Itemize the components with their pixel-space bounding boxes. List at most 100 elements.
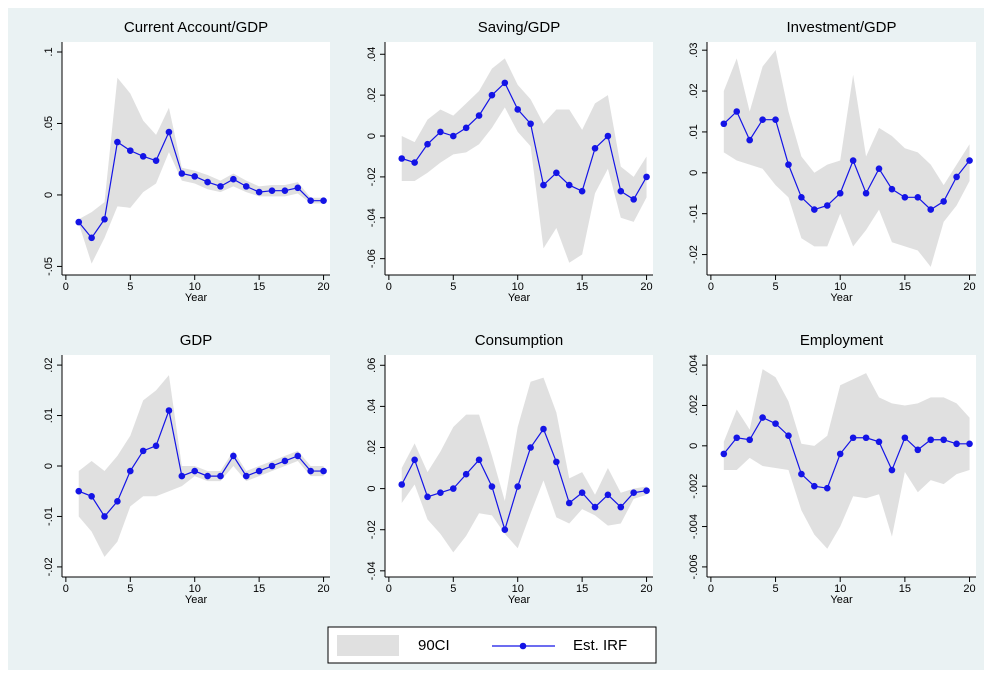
y-tick-label: -.006 — [688, 554, 700, 579]
irf-point — [811, 482, 818, 490]
irf-point — [411, 456, 418, 464]
ci-band — [78, 375, 324, 557]
irf-point — [875, 165, 883, 173]
irf-point — [165, 128, 173, 136]
irf-point — [501, 526, 509, 534]
irf-point — [488, 91, 496, 99]
irf-point — [514, 106, 522, 113]
y-tick-label: -.004 — [688, 514, 700, 539]
y-tick-label: .06 — [366, 358, 378, 373]
irf-point — [540, 425, 547, 433]
irf-point — [527, 120, 534, 128]
irf-point — [527, 444, 534, 451]
irf-point — [953, 440, 960, 448]
irf-point — [268, 462, 276, 470]
y-tick-label: .004 — [688, 354, 700, 375]
irf-point — [307, 467, 314, 475]
irf-point — [785, 161, 792, 168]
y-tick-label: -.02 — [43, 557, 55, 576]
irf-point — [720, 450, 728, 458]
irf-point — [772, 420, 779, 427]
x-tick-label: 10 — [512, 583, 524, 595]
y-tick-label: 0 — [366, 486, 378, 492]
irf-point — [565, 499, 573, 507]
x-tick-label: 0 — [386, 281, 392, 293]
irf-point — [604, 491, 612, 499]
x-tick-label: 0 — [708, 583, 714, 595]
chart-title: Investment/GDP — [786, 19, 896, 36]
irf-point — [785, 432, 792, 440]
x-axis-label: Year — [508, 292, 531, 304]
x-tick-label: 20 — [640, 583, 652, 595]
irf-point — [178, 170, 186, 177]
x-tick-label: 0 — [708, 281, 714, 293]
irf-point — [268, 187, 276, 194]
irf-point — [424, 493, 431, 501]
y-tick-label: .01 — [688, 124, 700, 139]
irf-point — [230, 175, 237, 183]
panel: Current Account/GDP -.05 0 .05 .1 0 5 10 15 20 Yea… — [43, 19, 330, 304]
irf-point — [759, 116, 766, 123]
irf-point — [114, 498, 121, 505]
irf-point — [411, 159, 418, 166]
irf-point — [475, 456, 483, 464]
legend-label: Est. IRF — [573, 637, 627, 654]
x-axis-label: Year — [185, 594, 208, 606]
y-tick-label: .02 — [366, 87, 378, 102]
irf-point — [643, 173, 650, 181]
y-tick-label: 0 — [688, 443, 700, 449]
irf-point — [449, 132, 457, 140]
x-tick-label: 20 — [317, 583, 329, 595]
irf-point — [901, 434, 909, 442]
x-tick-label: 5 — [127, 583, 133, 595]
irf-point — [255, 467, 263, 475]
x-tick-label: 20 — [963, 281, 975, 293]
irf-point — [720, 120, 728, 128]
x-axis-label: Year — [830, 292, 853, 304]
x-tick-label: 20 — [963, 583, 975, 595]
y-tick-label: .02 — [688, 83, 700, 98]
panel: GDP -.02 -.01 0 .01 .02 0 5 10 15 20 Year — [43, 332, 330, 606]
irf-point — [88, 492, 95, 500]
y-tick-label: -.04 — [366, 208, 378, 227]
x-tick-label: 15 — [576, 281, 588, 293]
plot-region — [62, 42, 330, 275]
irf-point — [733, 108, 741, 115]
irf-point — [424, 140, 431, 148]
irf-point — [88, 234, 95, 242]
irf-point — [217, 472, 224, 480]
irf-point — [540, 181, 547, 189]
chart-title: GDP — [180, 332, 213, 349]
irf-point — [630, 489, 637, 497]
y-tick-label: .1 — [43, 47, 55, 56]
x-tick-label: 15 — [899, 583, 911, 595]
irf-point — [488, 483, 496, 490]
x-tick-label: 0 — [386, 583, 392, 595]
irf-point — [940, 198, 947, 205]
irf-point — [553, 169, 560, 177]
irf-point — [772, 116, 779, 123]
irf-point — [204, 178, 211, 186]
irf-point — [823, 202, 831, 209]
y-tick-label: 0 — [366, 133, 378, 139]
irf-point — [733, 434, 741, 442]
x-axis-label: Year — [830, 594, 853, 606]
irf-point — [191, 173, 199, 180]
irf-point — [139, 153, 147, 160]
ci-band — [723, 369, 970, 549]
irf-point — [281, 457, 289, 465]
chart-title: Employment — [800, 332, 884, 349]
x-tick-label: 10 — [189, 583, 201, 595]
irf-point — [759, 414, 766, 421]
panel: Saving/GDP -.06 -.04 -.02 0 .02 .04 0 5 10 15 20 Yea… — [366, 19, 653, 304]
panel: Investment/GDP -.02 -.01 0 .01 .02 .03 0 5 10 15 20… — [688, 19, 976, 304]
irf-point — [914, 446, 922, 454]
y-tick-label: -.02 — [366, 167, 378, 186]
x-tick-label: 5 — [450, 281, 456, 293]
irf-point — [746, 436, 753, 444]
irf-point — [849, 157, 857, 164]
chart-title: Consumption — [475, 332, 563, 349]
irf-point — [462, 124, 470, 132]
y-tick-label: .05 — [43, 116, 55, 131]
irf-point — [927, 206, 935, 213]
